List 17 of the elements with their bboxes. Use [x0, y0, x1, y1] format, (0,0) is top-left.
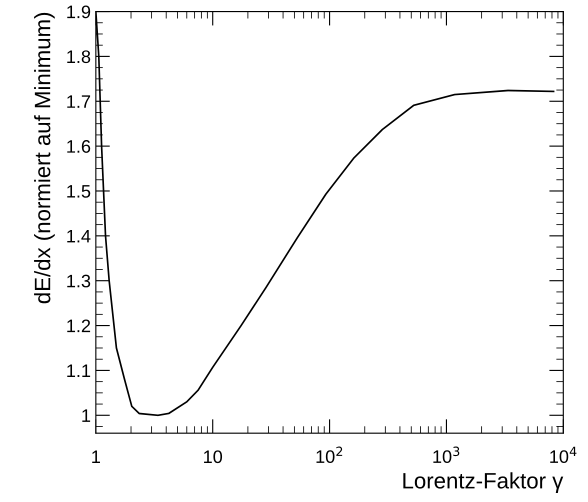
x-axis-title: Lorentz-Faktor γ: [403, 472, 564, 493]
y-tick-label: 1.6: [67, 140, 90, 153]
y-tick-label: 1.4: [67, 230, 90, 242]
x-tick-label: 10$^{4}$: [550, 446, 576, 464]
y-tick-label: 1.3: [67, 274, 90, 288]
y-tick-label: 1: [82, 409, 90, 422]
y-tick-label: 1.8: [67, 50, 90, 64]
x-tick-label: 10: [204, 450, 222, 464]
y-tick-label: 1.7: [67, 95, 90, 108]
x-tick-label: 1: [92, 450, 100, 463]
y-tick-label: 1.9: [67, 5, 90, 18]
x-tick-label: 10$^{3}$: [433, 446, 460, 464]
y-tick-label: 1.2: [67, 319, 90, 332]
y-tick-label: 1.1: [67, 364, 90, 377]
y-axis-title: dE/dx (normiert auf Minimum): [34, 12, 55, 304]
x-tick-label: 10$^{2}$: [316, 446, 342, 464]
y-tick-label: 1.5: [67, 185, 90, 198]
